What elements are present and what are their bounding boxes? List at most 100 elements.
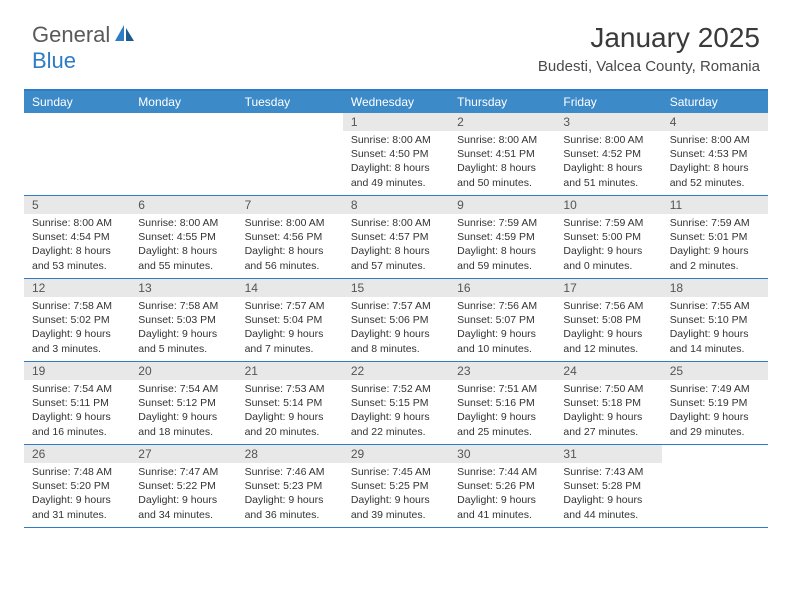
- day-number: 3: [555, 113, 661, 131]
- day-details: Sunrise: 7:55 AMSunset: 5:10 PMDaylight:…: [662, 297, 768, 360]
- day-cell: 3Sunrise: 8:00 AMSunset: 4:52 PMDaylight…: [555, 113, 661, 195]
- day-cell: 9Sunrise: 7:59 AMSunset: 4:59 PMDaylight…: [449, 196, 555, 278]
- day-cell: [662, 445, 768, 527]
- day-daylight2: and 36 minutes.: [245, 508, 335, 522]
- day-sunset: Sunset: 5:25 PM: [351, 479, 441, 493]
- day-details: Sunrise: 7:44 AMSunset: 5:26 PMDaylight:…: [449, 463, 555, 526]
- day-daylight1: Daylight: 9 hours: [32, 410, 122, 424]
- day-cell: 29Sunrise: 7:45 AMSunset: 5:25 PMDayligh…: [343, 445, 449, 527]
- day-sunrise: Sunrise: 7:59 AM: [457, 216, 547, 230]
- day-cell: 4Sunrise: 8:00 AMSunset: 4:53 PMDaylight…: [662, 113, 768, 195]
- day-cell: 25Sunrise: 7:49 AMSunset: 5:19 PMDayligh…: [662, 362, 768, 444]
- day-sunset: Sunset: 4:52 PM: [563, 147, 653, 161]
- day-sunrise: Sunrise: 7:58 AM: [138, 299, 228, 313]
- day-details: Sunrise: 7:58 AMSunset: 5:03 PMDaylight:…: [130, 297, 236, 360]
- day-cell: 12Sunrise: 7:58 AMSunset: 5:02 PMDayligh…: [24, 279, 130, 361]
- day-sunset: Sunset: 5:04 PM: [245, 313, 335, 327]
- day-sunrise: Sunrise: 8:00 AM: [245, 216, 335, 230]
- day-cell: 28Sunrise: 7:46 AMSunset: 5:23 PMDayligh…: [237, 445, 343, 527]
- day-details: Sunrise: 7:48 AMSunset: 5:20 PMDaylight:…: [24, 463, 130, 526]
- day-details: Sunrise: 7:59 AMSunset: 5:01 PMDaylight:…: [662, 214, 768, 277]
- day-sunset: Sunset: 4:53 PM: [670, 147, 760, 161]
- weekday-tuesday: Tuesday: [237, 91, 343, 113]
- brand-text-blue: Blue: [32, 48, 76, 73]
- month-title: January 2025: [538, 22, 760, 54]
- day-daylight1: Daylight: 8 hours: [351, 161, 441, 175]
- day-number: 27: [130, 445, 236, 463]
- day-sunset: Sunset: 4:50 PM: [351, 147, 441, 161]
- day-number: 29: [343, 445, 449, 463]
- day-details: Sunrise: 7:50 AMSunset: 5:18 PMDaylight:…: [555, 380, 661, 443]
- day-sunrise: Sunrise: 7:55 AM: [670, 299, 760, 313]
- day-daylight2: and 41 minutes.: [457, 508, 547, 522]
- day-cell: 26Sunrise: 7:48 AMSunset: 5:20 PMDayligh…: [24, 445, 130, 527]
- day-daylight2: and 18 minutes.: [138, 425, 228, 439]
- day-daylight2: and 29 minutes.: [670, 425, 760, 439]
- day-daylight1: Daylight: 9 hours: [563, 493, 653, 507]
- day-sunrise: Sunrise: 8:00 AM: [138, 216, 228, 230]
- day-daylight1: Daylight: 9 hours: [245, 410, 335, 424]
- day-number: 1: [343, 113, 449, 131]
- day-sunset: Sunset: 5:12 PM: [138, 396, 228, 410]
- day-daylight2: and 34 minutes.: [138, 508, 228, 522]
- day-sunrise: Sunrise: 8:00 AM: [457, 133, 547, 147]
- day-daylight1: Daylight: 9 hours: [351, 493, 441, 507]
- day-details: Sunrise: 8:00 AMSunset: 4:52 PMDaylight:…: [555, 131, 661, 194]
- day-details: Sunrise: 7:49 AMSunset: 5:19 PMDaylight:…: [662, 380, 768, 443]
- day-sunrise: Sunrise: 7:44 AM: [457, 465, 547, 479]
- weekday-friday: Friday: [555, 91, 661, 113]
- day-number: [662, 445, 768, 463]
- day-daylight2: and 10 minutes.: [457, 342, 547, 356]
- day-cell: 15Sunrise: 7:57 AMSunset: 5:06 PMDayligh…: [343, 279, 449, 361]
- day-number: 16: [449, 279, 555, 297]
- day-daylight2: and 27 minutes.: [563, 425, 653, 439]
- day-number: 13: [130, 279, 236, 297]
- day-daylight1: Daylight: 8 hours: [245, 244, 335, 258]
- day-daylight1: Daylight: 8 hours: [351, 244, 441, 258]
- calendar-grid: Sunday Monday Tuesday Wednesday Thursday…: [24, 89, 768, 528]
- day-sunrise: Sunrise: 7:56 AM: [563, 299, 653, 313]
- day-details: Sunrise: 7:53 AMSunset: 5:14 PMDaylight:…: [237, 380, 343, 443]
- day-sunset: Sunset: 5:20 PM: [32, 479, 122, 493]
- day-daylight2: and 56 minutes.: [245, 259, 335, 273]
- day-details: Sunrise: 7:45 AMSunset: 5:25 PMDaylight:…: [343, 463, 449, 526]
- week-row: 12Sunrise: 7:58 AMSunset: 5:02 PMDayligh…: [24, 279, 768, 362]
- day-sunset: Sunset: 4:51 PM: [457, 147, 547, 161]
- day-number: 9: [449, 196, 555, 214]
- day-daylight2: and 2 minutes.: [670, 259, 760, 273]
- day-details: Sunrise: 7:56 AMSunset: 5:08 PMDaylight:…: [555, 297, 661, 360]
- day-daylight1: Daylight: 8 hours: [457, 244, 547, 258]
- day-sunrise: Sunrise: 7:58 AM: [32, 299, 122, 313]
- day-sunrise: Sunrise: 7:51 AM: [457, 382, 547, 396]
- day-sunrise: Sunrise: 7:57 AM: [351, 299, 441, 313]
- day-sunrise: Sunrise: 7:57 AM: [245, 299, 335, 313]
- day-number: 6: [130, 196, 236, 214]
- day-cell: 21Sunrise: 7:53 AMSunset: 5:14 PMDayligh…: [237, 362, 343, 444]
- day-daylight1: Daylight: 9 hours: [670, 327, 760, 341]
- day-daylight1: Daylight: 9 hours: [457, 410, 547, 424]
- day-number: [24, 113, 130, 131]
- day-sunset: Sunset: 5:22 PM: [138, 479, 228, 493]
- sail-icon: [114, 23, 136, 48]
- day-number: 25: [662, 362, 768, 380]
- day-number: 19: [24, 362, 130, 380]
- day-details: Sunrise: 8:00 AMSunset: 4:53 PMDaylight:…: [662, 131, 768, 194]
- day-cell: 7Sunrise: 8:00 AMSunset: 4:56 PMDaylight…: [237, 196, 343, 278]
- day-number: 24: [555, 362, 661, 380]
- day-cell: 8Sunrise: 8:00 AMSunset: 4:57 PMDaylight…: [343, 196, 449, 278]
- day-daylight1: Daylight: 9 hours: [351, 327, 441, 341]
- day-daylight2: and 31 minutes.: [32, 508, 122, 522]
- weekday-wednesday: Wednesday: [343, 91, 449, 113]
- brand-text-general: General: [32, 22, 110, 48]
- day-daylight1: Daylight: 9 hours: [563, 327, 653, 341]
- day-details: Sunrise: 7:56 AMSunset: 5:07 PMDaylight:…: [449, 297, 555, 360]
- day-daylight2: and 55 minutes.: [138, 259, 228, 273]
- day-daylight1: Daylight: 9 hours: [457, 327, 547, 341]
- day-number: 26: [24, 445, 130, 463]
- day-daylight2: and 16 minutes.: [32, 425, 122, 439]
- day-cell: [130, 113, 236, 195]
- day-number: 14: [237, 279, 343, 297]
- day-daylight2: and 5 minutes.: [138, 342, 228, 356]
- day-sunrise: Sunrise: 7:59 AM: [563, 216, 653, 230]
- day-cell: 6Sunrise: 8:00 AMSunset: 4:55 PMDaylight…: [130, 196, 236, 278]
